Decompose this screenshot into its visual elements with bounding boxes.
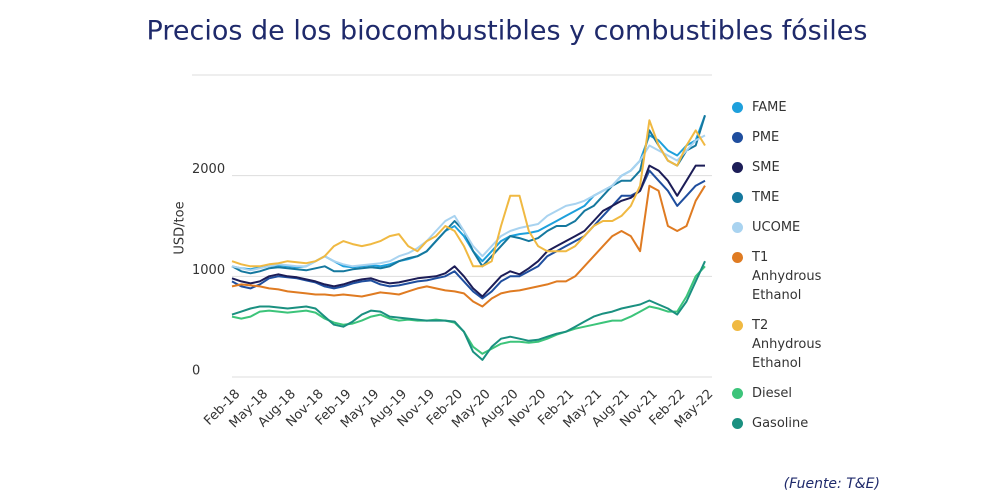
legend-label: PME (752, 130, 780, 145)
y-tick-label: 2000 (192, 162, 225, 177)
series-line (231, 134, 706, 272)
series-line (231, 119, 706, 268)
legend-item: UCOME (728, 218, 840, 237)
legend-swatch (732, 102, 743, 113)
legend-swatch (732, 132, 743, 143)
legend-swatch (732, 320, 743, 331)
legend-item: SME (728, 158, 840, 177)
legend: FAME PME SME TME UCOME T1 Anhydrous Ethanol T2… (728, 98, 840, 444)
legend-swatch (732, 388, 743, 399)
legend-item: T1 Anhydrous Ethanol (728, 248, 840, 305)
series-line (231, 164, 705, 298)
source-note: (Fuente: T&E) (784, 476, 880, 492)
legend-label: UCOME (752, 220, 801, 235)
series-line (231, 184, 706, 308)
y-tick-label: 0 (192, 364, 200, 379)
legend-swatch (732, 418, 743, 429)
legend-label: FAME (752, 100, 787, 115)
legend-item: T2 Anhydrous Ethanol (728, 316, 840, 373)
legend-item: FAME (728, 98, 840, 117)
series-line (231, 260, 706, 361)
y-axis-label: USD/toe (173, 201, 188, 254)
y-tick-label: 1000 (192, 263, 225, 278)
legend-label: SME (752, 160, 780, 175)
legend-swatch (732, 192, 743, 203)
legend-swatch (732, 222, 743, 233)
series-line (231, 115, 706, 275)
series-line (231, 114, 706, 271)
legend-label: T1 Anhydrous Ethanol (752, 250, 822, 303)
chart-title: Precios de los biocombustibles y combust… (147, 16, 868, 47)
legend-item: Diesel (728, 384, 840, 403)
legend-swatch (732, 252, 743, 263)
series-line (231, 265, 706, 355)
legend-label: Diesel (752, 386, 793, 401)
legend-label: T2 Anhydrous Ethanol (752, 318, 822, 371)
legend-item: Gasoline (728, 414, 840, 433)
legend-swatch (732, 162, 743, 173)
legend-label: Gasoline (752, 416, 809, 431)
legend-item: TME (728, 188, 840, 207)
legend-label: TME (752, 190, 780, 205)
legend-item: PME (728, 128, 840, 147)
